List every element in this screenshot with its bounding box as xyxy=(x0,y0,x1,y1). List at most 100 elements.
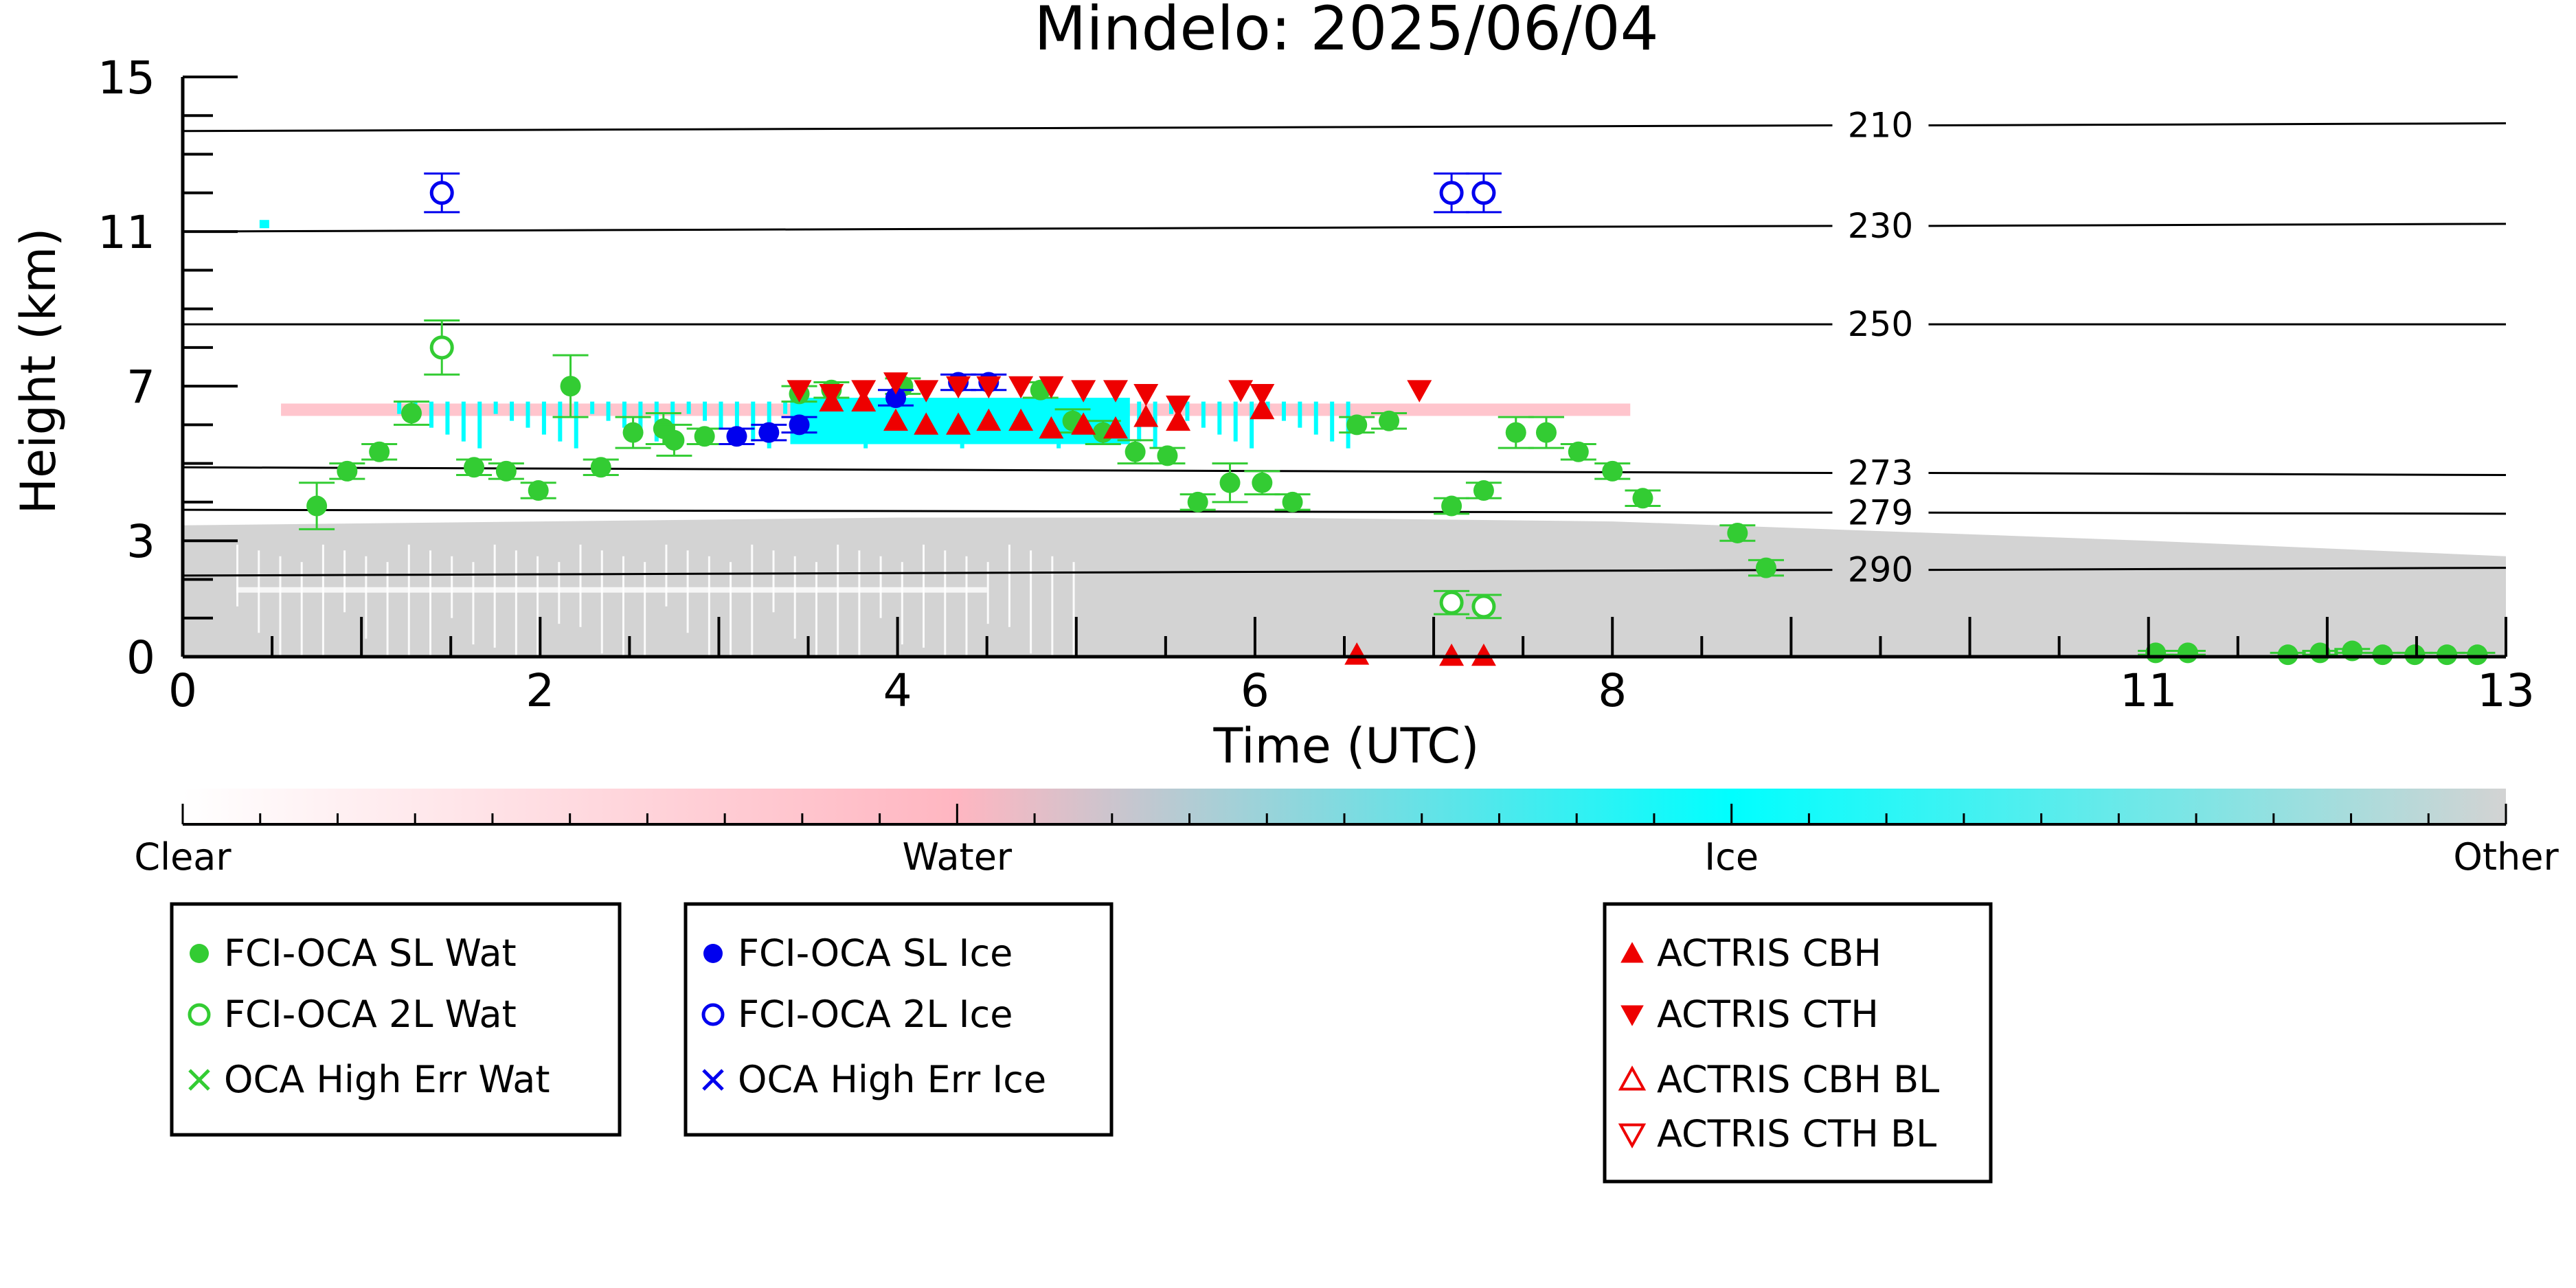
clear-gap xyxy=(858,550,861,695)
legend-marker xyxy=(701,1003,725,1026)
data-point xyxy=(914,380,939,403)
isotherm-label: 250 xyxy=(1848,304,1913,344)
data-point xyxy=(1250,396,1275,420)
clear-gap xyxy=(300,562,303,686)
data-point xyxy=(946,412,971,435)
ice-class-streak xyxy=(1057,401,1061,449)
legend-marker xyxy=(1620,1005,1644,1026)
legend-marker xyxy=(1620,942,1644,963)
clear-gap xyxy=(451,556,453,618)
data-point xyxy=(429,335,454,360)
clear-gap xyxy=(644,562,646,707)
ice-class-streak xyxy=(1217,401,1222,435)
clear-gap xyxy=(622,556,624,680)
data-point xyxy=(1535,422,1557,443)
clear-gap xyxy=(944,550,947,675)
ice-class-streak xyxy=(574,401,578,449)
clear-gap xyxy=(493,544,496,648)
data-point xyxy=(1346,414,1368,436)
clear-gap xyxy=(1072,562,1075,707)
clear-gap xyxy=(279,556,282,659)
legend-label: ACTRIS CTH BL xyxy=(1657,1112,1936,1155)
legend-marker xyxy=(1618,1123,1647,1149)
data-point xyxy=(1727,522,1748,543)
clear-gap xyxy=(793,556,796,639)
data-point xyxy=(789,414,810,436)
y-tick-label: 7 xyxy=(126,361,155,414)
cross-stroke xyxy=(702,1069,724,1091)
clear-gap xyxy=(386,562,389,666)
ice-class-streak xyxy=(1088,401,1093,421)
data-point xyxy=(1228,380,1254,403)
clear-gap xyxy=(558,562,561,624)
x-tick-label: 13 xyxy=(2477,664,2535,717)
clear-gap xyxy=(965,556,968,701)
data-point xyxy=(1039,416,1064,439)
ice-class-streak xyxy=(912,401,916,428)
ice-class-streak xyxy=(1024,401,1029,435)
data-point xyxy=(1071,380,1096,403)
x-tick-label: 11 xyxy=(2120,664,2178,717)
x-tick-label: 8 xyxy=(1598,664,1627,717)
ice-class-streak xyxy=(1185,401,1190,421)
clear-gap xyxy=(515,550,517,675)
clear-gap xyxy=(1030,550,1032,654)
ice-class-streak xyxy=(606,401,611,421)
y-tick-label: 15 xyxy=(98,52,155,104)
ice-class-streak xyxy=(1040,401,1045,442)
y-tick-label: 0 xyxy=(126,631,155,684)
legend-label: ACTRIS CBH BL xyxy=(1657,1058,1939,1101)
data-point xyxy=(400,403,422,424)
ice-class-streak xyxy=(622,401,626,428)
colorbar: Clear Water Ice Other xyxy=(134,789,2559,879)
ice-class-streak xyxy=(896,401,901,421)
series-actris-cbh xyxy=(819,389,1496,666)
ice-class-streak xyxy=(831,401,836,435)
clear-gap xyxy=(407,544,410,668)
data-point xyxy=(1439,643,1465,666)
isotherm-line xyxy=(182,508,1833,514)
data-point xyxy=(883,372,909,395)
ice-class-streak xyxy=(1008,401,1013,428)
ice-class-streak xyxy=(734,401,739,435)
clear-gap xyxy=(236,587,987,593)
ice-class-streak xyxy=(1105,401,1109,428)
data-point xyxy=(946,376,971,399)
ice-class-streak xyxy=(1233,401,1238,442)
data-point xyxy=(2372,644,2393,666)
clear-gap xyxy=(536,556,539,701)
data-point xyxy=(1471,643,1496,666)
legend-marker xyxy=(1618,1065,1647,1091)
clear-gap xyxy=(901,562,903,645)
ice-class-streak xyxy=(783,401,788,414)
legend-label: FCI-OCA SL Wat xyxy=(224,931,517,975)
isotherm-label: 279 xyxy=(1848,493,1913,532)
data-point xyxy=(306,495,328,517)
legend-label: FCI-OCA 2L Wat xyxy=(224,993,517,1036)
data-point xyxy=(1441,495,1462,517)
data-point xyxy=(1103,416,1129,439)
isotherm-label: 273 xyxy=(1848,453,1913,493)
isotherm-line xyxy=(1928,511,2507,515)
ice-class-streak xyxy=(590,401,595,414)
data-point xyxy=(560,376,581,397)
colorbar-label: Clear xyxy=(134,835,231,879)
data-point xyxy=(883,408,909,431)
isotherm-line xyxy=(182,124,1833,133)
data-point xyxy=(1379,410,1400,431)
data-point xyxy=(429,181,454,205)
clear-gap xyxy=(365,556,368,639)
data-point xyxy=(1471,594,1496,619)
legend-label: OCA High Err Wat xyxy=(224,1058,550,1101)
data-point xyxy=(1439,181,1464,205)
legend: FCI-OCA SL Wat FCI-OCA 2L Wat OCA High Err… xyxy=(170,902,1993,1184)
data-point xyxy=(787,380,812,403)
isotherm-line xyxy=(1928,122,2507,127)
ice-class-streak xyxy=(719,401,723,428)
data-point xyxy=(2177,642,2198,664)
clear-gap xyxy=(1008,544,1010,627)
data-point xyxy=(528,480,549,501)
ice-class-streak xyxy=(1250,401,1254,449)
